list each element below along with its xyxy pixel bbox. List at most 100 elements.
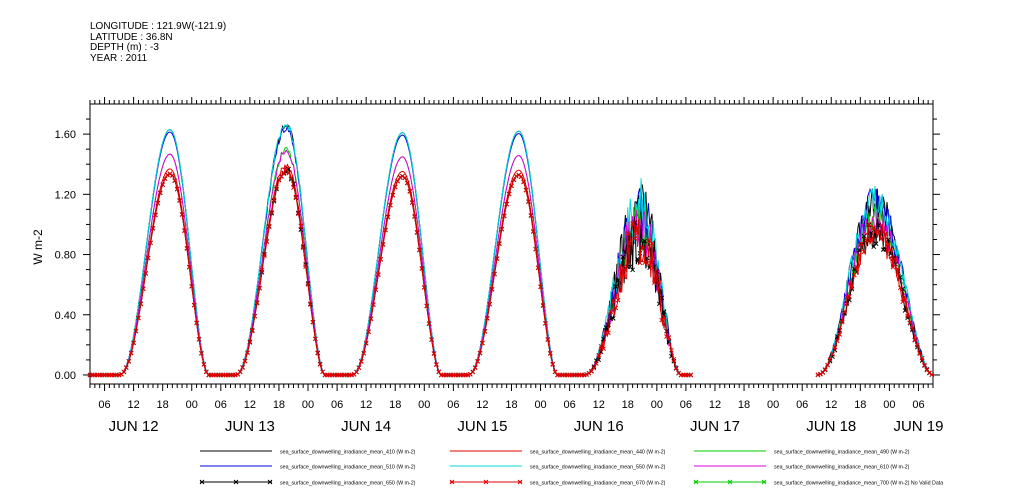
series-marker	[295, 211, 301, 217]
series-marker	[528, 213, 534, 218]
x-day-label: JUN 18	[806, 418, 856, 435]
series-marker	[910, 326, 915, 331]
x-tick-label: 06	[447, 399, 459, 411]
series-marker	[895, 266, 901, 272]
legend-marker	[267, 479, 273, 485]
series-marker	[912, 337, 918, 342]
series-marker	[893, 256, 898, 262]
series-marker	[511, 177, 517, 183]
x-tick-label: 06	[796, 399, 808, 411]
series-marker	[615, 297, 621, 303]
legend-marker	[727, 479, 733, 485]
legend-entry-label: sea_surface_downwelling_irradiance_mean_…	[280, 481, 416, 487]
series-marker	[288, 175, 294, 181]
series-marker	[523, 187, 529, 193]
y-tick-label: 0.40	[55, 310, 76, 322]
series-marker	[245, 350, 250, 356]
series-marker	[533, 246, 539, 252]
x-tick-label: 12	[244, 399, 256, 411]
series-marker	[281, 171, 287, 177]
series-marker	[513, 173, 519, 179]
series-marker	[652, 280, 657, 285]
x-day-label: JUN 12	[109, 418, 159, 435]
series-line-5	[90, 149, 934, 376]
series-line-3	[90, 124, 934, 376]
series-marker	[385, 214, 391, 220]
series-marker	[637, 260, 643, 266]
series-marker	[138, 301, 144, 307]
series-marker	[404, 180, 410, 186]
series-marker	[856, 248, 862, 253]
legend-entry-label: sea_surface_downwelling_irradiance_mean_…	[280, 465, 416, 471]
series-marker	[165, 172, 170, 178]
x-tick-label: 00	[767, 399, 779, 411]
series-marker	[905, 313, 910, 319]
series-group	[87, 123, 935, 378]
series-marker	[148, 240, 153, 246]
series-marker	[189, 283, 195, 289]
series-marker	[883, 247, 889, 252]
series-marker	[902, 298, 908, 303]
series-marker	[854, 264, 860, 270]
series-marker	[172, 178, 178, 184]
series-marker	[673, 365, 679, 371]
series-marker	[509, 183, 514, 189]
series-marker	[649, 241, 655, 246]
series-marker	[917, 351, 923, 356]
series-marker	[601, 346, 606, 352]
series-marker	[131, 340, 136, 346]
series-marker	[186, 264, 192, 270]
series-marker	[179, 212, 185, 217]
x-tick-label: 18	[389, 399, 401, 411]
x-day-label: JUN 14	[341, 418, 391, 435]
series-marker	[262, 253, 267, 259]
series-marker	[919, 355, 925, 361]
y-tick-label: 0.80	[55, 250, 76, 262]
series-marker	[247, 340, 253, 345]
series-marker	[859, 241, 864, 246]
y-tick-label: 0.00	[55, 370, 76, 382]
series-marker	[825, 362, 830, 368]
series-marker	[480, 340, 485, 346]
legend-entry-label: sea_surface_downwelling_irradiance_mean_…	[774, 465, 910, 471]
series-marker	[356, 365, 362, 371]
legend-entry-label: sea_surface_downwelling_irradiance_mean_…	[530, 465, 666, 471]
legend-entry-label: sea_surface_downwelling_irradiance_mean_…	[530, 450, 666, 456]
series-marker	[929, 372, 935, 378]
series-marker	[661, 314, 667, 320]
series-marker	[596, 352, 602, 358]
series-marker	[121, 369, 127, 375]
series-marker	[518, 174, 524, 180]
series-marker	[286, 170, 291, 176]
x-day-label: JUN 15	[457, 418, 507, 435]
series-marker	[184, 246, 190, 251]
series-marker	[878, 236, 884, 242]
series-marker	[830, 351, 835, 357]
legend-entry-label: sea_surface_downwelling_irradiance_mean_…	[774, 450, 910, 456]
legend-marker	[761, 479, 767, 485]
series-marker	[656, 279, 662, 285]
series-marker	[373, 287, 379, 293]
series-marker	[424, 303, 430, 309]
series-marker	[305, 282, 311, 287]
legend-marker	[199, 479, 205, 485]
series-marker	[266, 223, 272, 229]
legend-entry-label: sea_surface_downwelling_irradiance_mean_…	[280, 450, 416, 456]
series-line-7	[90, 166, 934, 376]
series-marker	[128, 350, 134, 356]
series-marker	[530, 229, 536, 234]
x-tick-label: 06	[98, 399, 110, 411]
legend: sea_surface_downwelling_irradiance_mean_…	[199, 450, 943, 487]
series-marker	[201, 361, 207, 367]
series-marker	[388, 202, 393, 208]
series-marker	[847, 293, 852, 299]
series-marker	[383, 227, 388, 233]
y-axis-label: W m-2	[31, 229, 45, 265]
series-marker	[145, 255, 151, 261]
series-marker	[380, 242, 386, 247]
x-tick-label: 12	[476, 399, 488, 411]
series-marker	[487, 301, 493, 307]
series-marker	[482, 329, 488, 334]
series-marker	[822, 367, 828, 372]
series-marker	[506, 191, 512, 197]
